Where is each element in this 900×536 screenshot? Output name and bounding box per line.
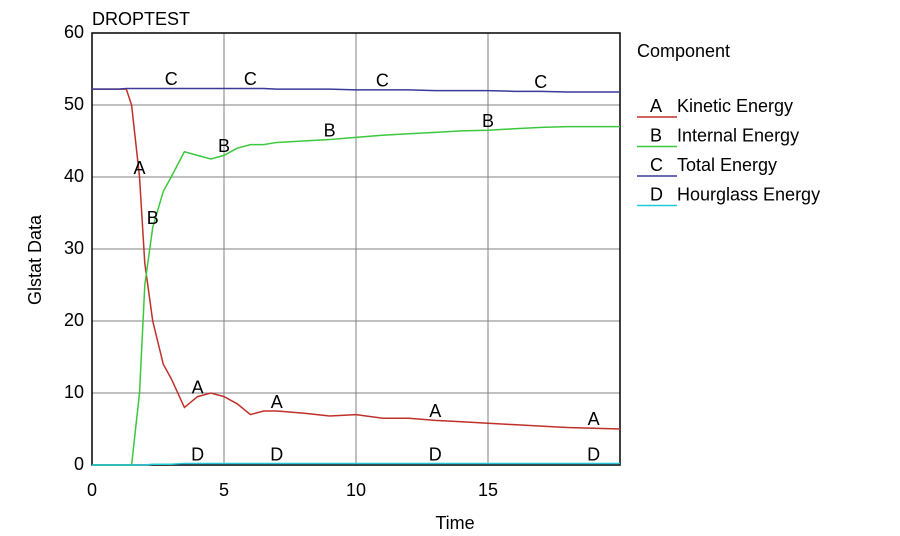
series-letter: B (482, 111, 494, 131)
legend-letter: C (650, 155, 663, 175)
series-letter: D (191, 444, 204, 464)
series-letter: D (587, 444, 600, 464)
plot-frame (91, 32, 621, 466)
y-tick-label: 60 (64, 22, 84, 42)
x-tick-label: 5 (219, 480, 229, 500)
x-tick-label: 0 (87, 480, 97, 500)
legend-letter: B (650, 125, 662, 145)
series-letter: C (165, 69, 178, 89)
legend-label: Internal Energy (677, 125, 799, 145)
series-letter: A (271, 392, 283, 412)
legend-title: Component (637, 41, 730, 61)
series-letter: C (534, 72, 547, 92)
series-letter: A (588, 409, 600, 429)
y-axis-label: Glstat Data (25, 214, 45, 305)
chart-title: DROPTEST (92, 9, 190, 29)
y-tick-label: 20 (64, 310, 84, 330)
x-tick-label: 10 (346, 480, 366, 500)
series-line (92, 87, 620, 93)
legend-label: Hourglass Energy (677, 184, 820, 204)
series-letter: A (134, 158, 146, 178)
series-line (92, 88, 621, 430)
series-letter: D (270, 444, 283, 464)
legend-label: Kinetic Energy (677, 96, 793, 116)
y-tick-label: 10 (64, 382, 84, 402)
legend-label: Total Energy (677, 155, 777, 175)
series-letter: A (429, 401, 441, 421)
series-line (92, 462, 620, 466)
x-tick-label: 15 (478, 480, 498, 500)
y-tick-label: 30 (64, 238, 84, 258)
series-letter: D (429, 444, 442, 464)
y-tick-label: 50 (64, 94, 84, 114)
series-letter: C (376, 71, 389, 91)
legend-letter: D (650, 184, 663, 204)
series-letter: B (324, 120, 336, 140)
series-letter: A (192, 377, 204, 397)
series-letter: C (244, 69, 257, 89)
series-letter: B (147, 208, 159, 228)
x-axis-label: Time (435, 513, 474, 533)
series-line (92, 125, 620, 466)
y-tick-label: 40 (64, 166, 84, 186)
legend-letter: A (650, 96, 662, 116)
y-tick-label: 0 (74, 454, 84, 474)
series-letter: B (218, 136, 230, 156)
